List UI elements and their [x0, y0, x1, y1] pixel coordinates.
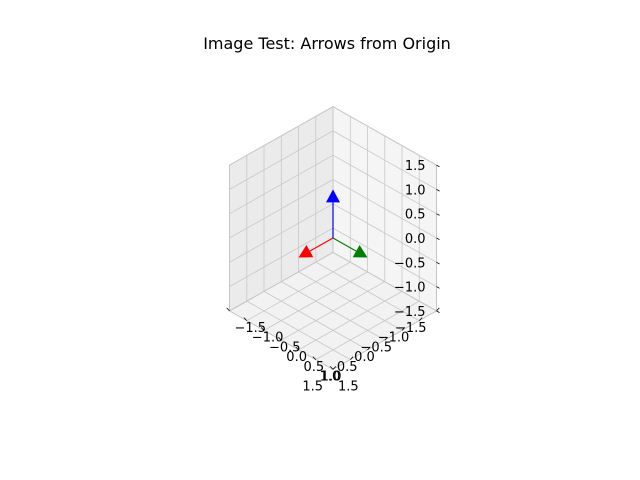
- z-tick-mark: [436, 164, 440, 168]
- grid-line-z-right: [332, 252, 437, 312]
- x-tick-mark: [401, 327, 406, 331]
- y-tick-mark: [226, 307, 230, 312]
- grid-line-z-left: [229, 252, 334, 312]
- chart-title: Image Test: Arrows from Origin: [203, 34, 451, 53]
- grid-line-z-left: [229, 130, 334, 190]
- grid-line-z-left: [229, 179, 334, 239]
- grid-line-z-left: [229, 227, 334, 287]
- x-tick-mark: [419, 317, 423, 321]
- grid-line-z-left: [229, 154, 334, 215]
- y-tick-label: 0.5: [304, 360, 325, 375]
- x-tick-mark: [436, 307, 440, 312]
- grid-lines: [229, 106, 437, 370]
- y-tick-mark: [260, 327, 265, 331]
- y-tick-mark: [295, 346, 299, 351]
- arrow-x-red: [298, 237, 334, 258]
- z-tick-label: 0.0: [405, 232, 426, 247]
- grid-line-y-floor: [281, 281, 385, 341]
- y-tick-mark: [243, 317, 248, 321]
- z-tick-mark: [436, 310, 440, 313]
- grid-line-y-floor: [315, 300, 420, 360]
- x-tick-label: −0.5: [360, 340, 392, 355]
- x-tick-mark: [367, 346, 371, 351]
- grid-line-y-floor: [263, 271, 368, 331]
- arrow-y-green: [332, 237, 368, 258]
- axis-ticks: −1.5−1.0−0.50.00.51.01.5−1.5−1.0−0.50.00…: [226, 159, 440, 394]
- z-tick-mark: [436, 237, 440, 241]
- z-tick-mark: [436, 213, 440, 216]
- grid-line-z-right: [332, 154, 437, 215]
- z-tick-mark: [436, 189, 440, 192]
- grid-line-z-right: [332, 106, 437, 166]
- grid-line-z-right: [332, 227, 437, 287]
- arrow-shaft: [332, 237, 357, 252]
- y-tick-mark: [329, 366, 334, 370]
- z-tick-mark: [436, 261, 440, 265]
- arrow-shaft: [309, 237, 334, 252]
- grid-line-x-floor: [229, 310, 334, 370]
- x-tick-mark: [350, 356, 354, 360]
- x-tick-mark: [384, 336, 388, 341]
- y-tick-label: −1.0: [252, 331, 284, 346]
- y-tick-mark: [312, 356, 317, 360]
- arrow-head: [352, 245, 368, 258]
- arrow-z-blue: [326, 189, 340, 238]
- grid-line-z-left: [229, 203, 334, 263]
- grid-line-z-right: [332, 179, 437, 239]
- z-tick-label: 0.5: [405, 208, 426, 223]
- x-tick-label: 0.0: [354, 350, 375, 365]
- arrow-head: [326, 189, 340, 203]
- y-tick-label: −1.5: [235, 321, 267, 336]
- x-tick-label: −1.0: [378, 331, 410, 346]
- grid-line-y-floor: [298, 291, 403, 351]
- y-tick-label: −0.5: [269, 340, 301, 355]
- z-tick-mark: [436, 286, 440, 289]
- x-tick-label: 0.5: [337, 360, 358, 375]
- grid-line-z-left: [229, 106, 334, 166]
- z-tick-label: 1.5: [405, 159, 426, 174]
- grid-line-y-floor: [332, 310, 437, 370]
- z-tick-label: −0.5: [394, 256, 426, 271]
- x-tick-label: 1.0: [320, 370, 341, 385]
- y-tick-label: 1.5: [338, 379, 359, 394]
- z-tick-label: 1.0: [405, 183, 426, 198]
- z-tick-label: −1.5: [394, 305, 426, 320]
- grid-line-z-right: [332, 203, 437, 263]
- grid-line-y-floor: [246, 261, 351, 321]
- y-tick-label: 1.0: [321, 370, 342, 385]
- y-tick-label: 0.0: [286, 350, 307, 365]
- x-tick-label: 1.5: [302, 379, 323, 394]
- arrows: [298, 189, 368, 258]
- x-tick-label: −1.5: [395, 321, 427, 336]
- grid-line-z-right: [332, 130, 437, 190]
- z-tick-label: −1.0: [394, 281, 426, 296]
- x-tick-mark: [332, 366, 337, 370]
- y-tick-mark: [278, 336, 282, 341]
- arrow-head: [298, 245, 314, 258]
